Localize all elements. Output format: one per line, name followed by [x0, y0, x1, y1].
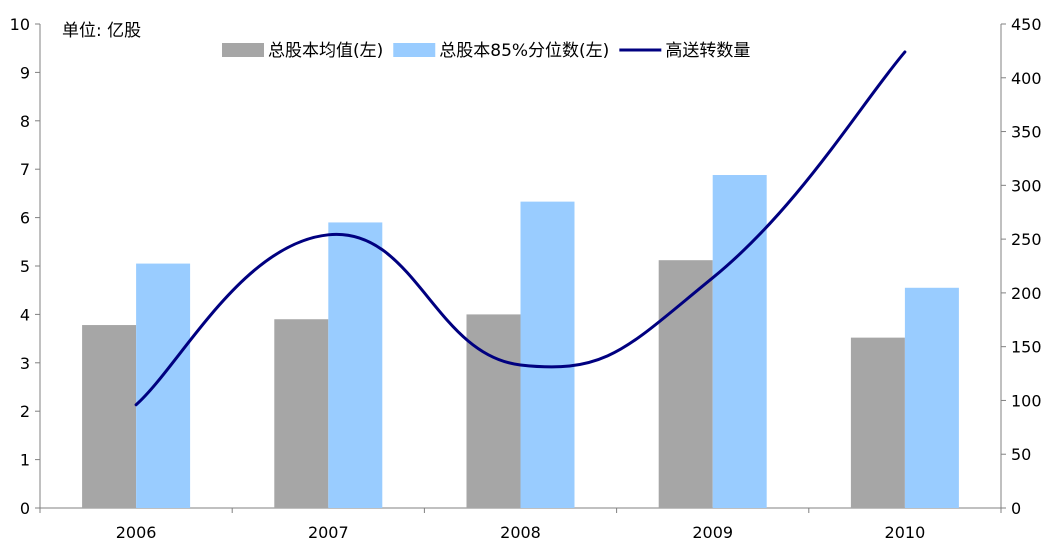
bars: [82, 175, 959, 508]
bar-85pct: [521, 202, 575, 508]
x-tick-label: 2009: [692, 523, 733, 542]
bar-85pct: [905, 288, 959, 508]
right-y-tick-label: 150: [1011, 338, 1042, 357]
bar-85pct: [713, 175, 767, 508]
left-y-tick-label: 0: [20, 499, 30, 518]
right-y-tick-label: 50: [1011, 445, 1031, 464]
left-y-tick-label: 8: [20, 112, 30, 131]
x-tick-label: 2008: [500, 523, 541, 542]
right-y-tick-label: 0: [1011, 499, 1021, 518]
x-tick-label: 2010: [885, 523, 926, 542]
legend: 总股本均值(左) 总股本85%分位数(左) 高送转数量: [222, 41, 750, 61]
legend-label: 总股本均值(左): [268, 41, 383, 61]
bar-85pct: [136, 264, 190, 508]
bar-mean: [82, 325, 136, 508]
left-y-tick-label: 9: [20, 63, 30, 82]
x-tick-label: 2006: [116, 523, 157, 542]
right-y-tick-label: 400: [1011, 69, 1042, 88]
bar-85pct: [328, 222, 382, 508]
right-y-tick-label: 300: [1011, 176, 1042, 195]
left-y-tick-label: 7: [20, 160, 30, 179]
legend-label: 高送转数量: [665, 41, 750, 61]
bar-mean: [274, 319, 328, 508]
left-y-tick-label: 3: [20, 354, 30, 373]
right-y-tick-label: 450: [1011, 15, 1042, 34]
right-y-tick-label: 250: [1011, 230, 1042, 249]
unit-label: 单位: 亿股: [62, 21, 141, 41]
left-y-tick-label: 4: [20, 305, 30, 324]
right-y-tick-label: 350: [1011, 123, 1042, 142]
x-tick-label: 2007: [308, 523, 349, 542]
left-y-tick-label: 1: [20, 451, 30, 470]
legend-swatch: [393, 43, 435, 57]
legend-label: 总股本85%分位数(左): [439, 41, 609, 61]
bar-mean: [659, 260, 713, 508]
legend-swatch: [222, 43, 264, 57]
left-y-tick-label: 6: [20, 209, 30, 228]
right-y-tick-label: 200: [1011, 284, 1042, 303]
left-y-tick-label: 10: [10, 15, 30, 34]
left-y-tick-label: 5: [20, 257, 30, 276]
bar-mean: [851, 338, 905, 508]
bar-mean: [467, 314, 521, 508]
right-y-tick-label: 100: [1011, 391, 1042, 410]
left-y-tick-label: 2: [20, 402, 30, 421]
